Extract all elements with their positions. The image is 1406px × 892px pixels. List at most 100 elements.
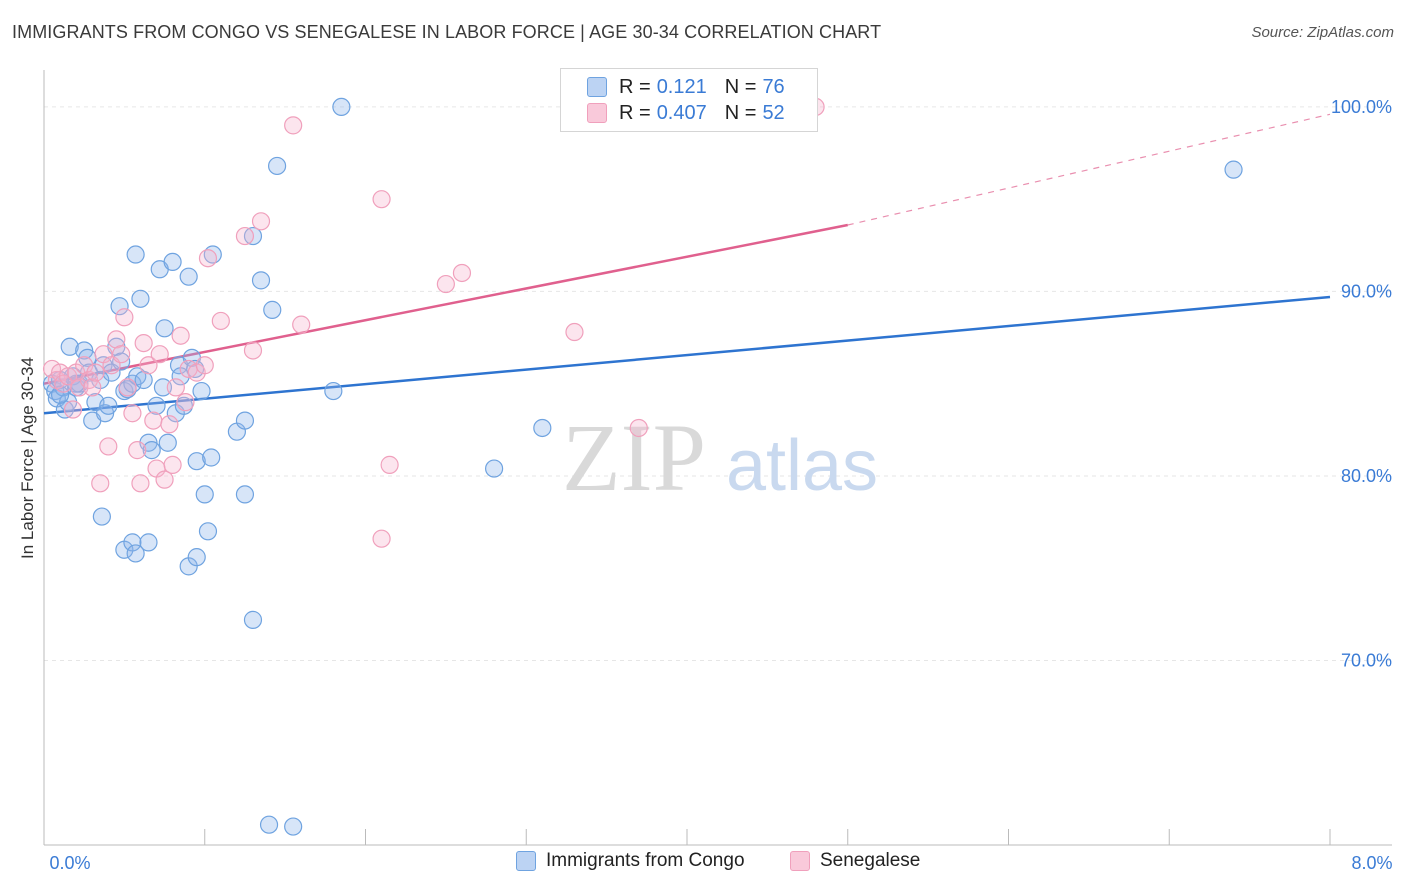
point-senegalese <box>211 311 230 331</box>
point-senegalese <box>380 455 399 474</box>
point-congo <box>155 319 174 338</box>
point-senegalese <box>139 356 158 375</box>
legend-item-congo[interactable]: Immigrants from Congo <box>516 850 745 872</box>
point-congo <box>131 289 150 308</box>
point-congo <box>202 448 221 467</box>
legend-r-value: 0.121 <box>656 75 707 98</box>
trendline-senegalese-extension <box>847 113 1331 226</box>
watermark-zip: ZIP <box>562 404 706 511</box>
point-senegalese <box>629 418 648 438</box>
point-senegalese <box>63 400 83 419</box>
point-senegalese <box>171 326 190 345</box>
data-points <box>42 97 1243 836</box>
point-congo <box>112 352 131 371</box>
point-senegalese <box>235 226 255 246</box>
trend-lines <box>43 113 1331 415</box>
point-congo <box>60 337 79 356</box>
point-senegalese <box>99 437 118 456</box>
legend-label-congo: Immigrants from Congo <box>546 850 745 871</box>
chart-title: IMMIGRANTS FROM CONGO VS SENEGALESE IN L… <box>12 22 882 42</box>
point-congo <box>179 267 198 286</box>
x-tick-label-min: 0.0% <box>49 853 90 873</box>
point-senegalese <box>115 308 134 327</box>
point-congo <box>195 485 214 504</box>
legend-r-label: R = <box>619 75 651 98</box>
point-congo <box>110 297 129 316</box>
point-senegalese <box>372 529 391 548</box>
point-senegalese <box>144 411 163 430</box>
point-congo <box>198 522 218 541</box>
point-senegalese <box>118 378 137 397</box>
point-senegalese <box>112 345 131 364</box>
point-senegalese <box>131 474 150 493</box>
correlation-legend: R = 0.121 N = 76 R = 0.407 N = 52 <box>560 68 818 132</box>
point-senegalese <box>292 315 311 334</box>
point-senegalese <box>155 470 174 489</box>
point-senegalese <box>176 393 195 412</box>
point-congo <box>92 507 111 526</box>
point-congo <box>259 815 279 834</box>
point-congo <box>187 452 206 471</box>
point-senegalese <box>107 330 126 349</box>
y-tick-label: 80.0% <box>1341 466 1392 486</box>
point-senegalese <box>86 363 105 382</box>
legend-row-congo: R = 0.121 N = 76 <box>587 74 785 100</box>
point-senegalese <box>166 378 185 397</box>
legend-item-senegalese[interactable]: Senegalese <box>790 850 920 872</box>
watermark-atlas: atlas <box>726 426 878 506</box>
legend-n-value: 52 <box>762 101 785 124</box>
legend-r-value: 0.407 <box>656 101 707 124</box>
tick-labels: 70.0% 80.0% 90.0% 100.0% 0.0% 8.0% <box>49 97 1392 873</box>
point-congo <box>153 378 173 397</box>
point-senegalese <box>134 333 153 353</box>
point-congo <box>267 156 287 176</box>
point-congo <box>126 245 145 264</box>
point-senegalese <box>372 190 391 209</box>
trendline-congo <box>43 295 1331 415</box>
point-congo <box>139 533 158 552</box>
point-senegalese <box>251 212 271 231</box>
y-tick-label: 90.0% <box>1341 281 1392 301</box>
point-congo <box>1224 160 1243 179</box>
point-congo <box>251 271 271 290</box>
point-congo <box>324 381 343 401</box>
source-label: Source: ZipAtlas.com <box>1251 24 1394 41</box>
point-senegalese <box>123 404 142 423</box>
point-congo <box>147 396 166 415</box>
point-senegalese <box>83 378 102 397</box>
legend-n-value: 76 <box>762 75 785 98</box>
point-congo <box>243 610 263 629</box>
point-senegalese <box>160 415 179 434</box>
point-congo <box>332 97 351 117</box>
point-congo <box>187 548 206 567</box>
point-congo <box>263 300 282 319</box>
point-senegalese <box>436 274 455 294</box>
point-congo <box>284 817 303 836</box>
legend-n-label: N = <box>724 75 757 98</box>
point-congo <box>235 411 255 430</box>
watermark: ZIP atlas <box>562 404 878 511</box>
point-senegalese <box>70 378 89 397</box>
point-senegalese <box>128 441 147 460</box>
point-congo <box>142 441 161 460</box>
point-congo <box>99 396 118 415</box>
legend-swatch-senegalese <box>790 851 810 871</box>
series-legend: Immigrants from Congo Senegalese <box>0 850 1406 878</box>
point-congo <box>126 544 145 563</box>
x-tick-label-max: 8.0% <box>1351 853 1392 873</box>
y-tick-label: 70.0% <box>1341 650 1392 670</box>
legend-swatch-senegalese <box>587 103 607 123</box>
legend-swatch-congo <box>587 77 607 97</box>
point-senegalese <box>565 322 584 342</box>
point-senegalese <box>163 455 182 474</box>
point-congo <box>123 533 142 552</box>
point-congo <box>192 381 211 401</box>
y-axis-label: In Labor Force | Age 30-34 <box>18 357 37 559</box>
legend-label-senegalese: Senegalese <box>820 850 921 871</box>
legend-n-label: N = <box>724 101 757 124</box>
point-senegalese <box>150 345 169 364</box>
point-congo <box>50 385 70 404</box>
point-congo <box>163 252 182 272</box>
point-congo <box>134 370 153 390</box>
